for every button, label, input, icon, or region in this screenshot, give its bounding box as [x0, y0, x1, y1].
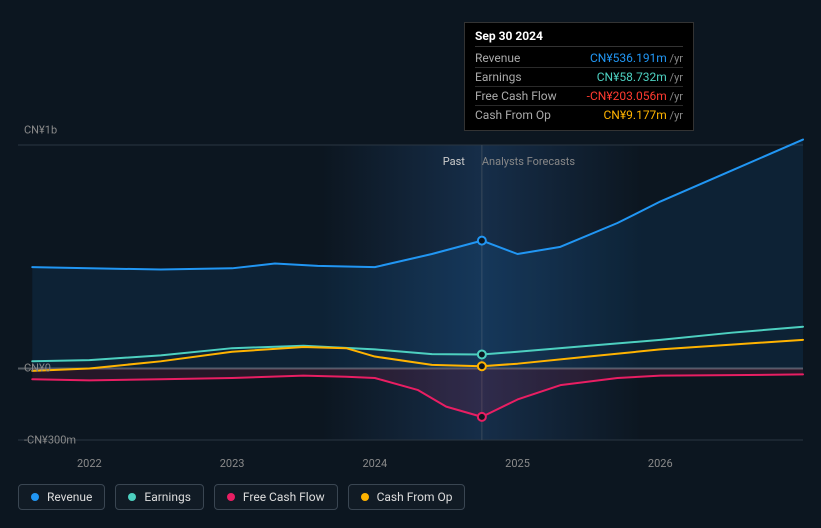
legend-label: Free Cash Flow [243, 490, 325, 504]
data-tooltip: Sep 30 2024 Revenue CN¥536.191m /yr Earnin… [464, 22, 694, 131]
tooltip-metric-value: CN¥9.177m /yr [603, 108, 683, 122]
tooltip-row: Cash From Op CN¥9.177m /yr [475, 106, 683, 124]
tooltip-metric-label: Cash From Op [475, 108, 551, 122]
x-tick-label: 2022 [77, 457, 102, 470]
legend-item-fcf[interactable]: Free Cash Flow [214, 484, 338, 510]
chart-legend: Revenue Earnings Free Cash Flow Cash From O… [18, 484, 465, 510]
tooltip-row: Free Cash Flow -CN¥203.056m /yr [475, 87, 683, 106]
forecast-label: Analysts Forecasts [482, 155, 575, 168]
tooltip-date: Sep 30 2024 [475, 29, 683, 47]
legend-item-cfo[interactable]: Cash From Op [348, 484, 466, 510]
chart-svg [0, 0, 821, 524]
x-tick-label: 2023 [220, 457, 245, 470]
legend-dot-icon [227, 493, 235, 501]
tooltip-metric-value: CN¥536.191m /yr [590, 51, 683, 65]
legend-dot-icon [361, 493, 369, 501]
x-tick-label: 2025 [505, 457, 530, 470]
legend-label: Cash From Op [377, 490, 453, 504]
legend-dot-icon [31, 493, 39, 501]
tooltip-metric-label: Revenue [475, 51, 520, 65]
y-tick-label: -CN¥300m [24, 434, 76, 447]
tooltip-row: Earnings CN¥58.732m /yr [475, 68, 683, 87]
legend-item-earnings[interactable]: Earnings [115, 484, 204, 510]
tooltip-metric-label: Free Cash Flow [475, 89, 557, 103]
legend-item-revenue[interactable]: Revenue [18, 484, 105, 510]
financials-chart: CN¥1b CN¥0 -CN¥300m 2022 2023 2024 2025 2026 P… [0, 0, 821, 524]
y-tick-label: CN¥1b [24, 124, 57, 137]
past-label: Past [443, 155, 465, 168]
tooltip-metric-value: CN¥58.732m /yr [597, 70, 683, 84]
tooltip-metric-label: Earnings [475, 70, 522, 84]
legend-label: Revenue [47, 490, 92, 504]
legend-dot-icon [128, 493, 136, 501]
x-tick-label: 2024 [362, 457, 387, 470]
legend-label: Earnings [144, 490, 191, 504]
x-tick-label: 2026 [648, 457, 673, 470]
tooltip-row: Revenue CN¥536.191m /yr [475, 49, 683, 68]
tooltip-metric-value: -CN¥203.056m /yr [587, 89, 683, 103]
y-tick-label: CN¥0 [24, 362, 51, 375]
